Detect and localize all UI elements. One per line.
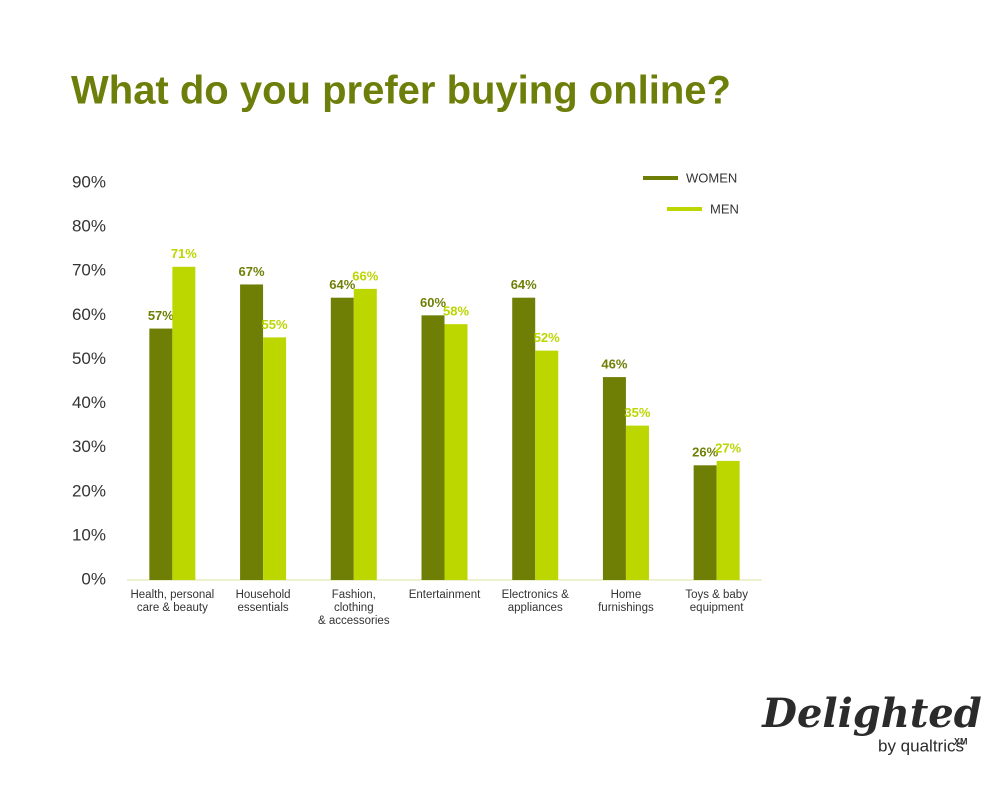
bar — [625, 425, 649, 580]
y-tick-label: 70% — [72, 261, 106, 280]
legend-label: WOMEN — [686, 170, 737, 185]
x-tick-label: Health, personal care & beauty — [130, 589, 214, 614]
value-label: 35% — [624, 405, 650, 420]
y-tick-label: 80% — [72, 217, 106, 236]
y-tick-label: 0% — [81, 569, 106, 588]
logo-sub: by qualtrics — [878, 736, 964, 755]
value-label: 26% — [692, 445, 718, 460]
bar — [330, 297, 354, 580]
value-label: 71% — [171, 246, 197, 261]
y-tick-label: 50% — [72, 349, 106, 368]
bar — [353, 288, 377, 580]
value-label: 67% — [239, 264, 265, 279]
value-label: 46% — [601, 357, 627, 372]
bar — [602, 377, 626, 580]
bar — [240, 284, 264, 580]
value-label: 27% — [715, 440, 741, 455]
bar — [512, 297, 536, 580]
legend-label: MEN — [710, 201, 739, 216]
value-label: 55% — [262, 317, 288, 332]
bar — [172, 266, 196, 580]
y-tick-label: 20% — [72, 481, 106, 500]
chart-title: What do you prefer buying online? — [71, 69, 731, 113]
bar — [716, 460, 740, 580]
value-label: 52% — [534, 330, 560, 345]
x-tick-label: Toys & baby equipment — [685, 589, 748, 614]
bar — [693, 465, 717, 580]
bar — [535, 350, 559, 580]
bar — [444, 324, 468, 580]
y-tick-label: 10% — [72, 525, 106, 544]
bar — [149, 328, 173, 580]
value-label: 64% — [511, 277, 537, 292]
y-tick-label: 30% — [72, 437, 106, 456]
value-label: 57% — [148, 308, 174, 323]
x-tick-label: Household essentials — [236, 589, 291, 614]
y-tick-label: 60% — [72, 305, 106, 324]
x-tick-label: Fashion, clothing & accessories — [318, 589, 390, 627]
y-tick-label: 90% — [72, 172, 106, 191]
x-tick-label: Electronics & appliances — [502, 589, 569, 614]
logo-name: Delighted — [761, 690, 982, 737]
x-tick-label: Home furnishings — [598, 589, 654, 614]
value-label: 60% — [420, 295, 446, 310]
value-label: 64% — [329, 277, 355, 292]
bar — [421, 315, 445, 580]
logo-mark: XM — [954, 736, 968, 746]
logo: Delighted by qualtrics XM — [761, 690, 982, 755]
x-tick-label: Entertainment — [409, 589, 481, 601]
y-tick-label: 40% — [72, 393, 106, 412]
value-label: 66% — [352, 268, 378, 283]
bar — [263, 337, 287, 580]
value-label: 58% — [443, 304, 469, 319]
